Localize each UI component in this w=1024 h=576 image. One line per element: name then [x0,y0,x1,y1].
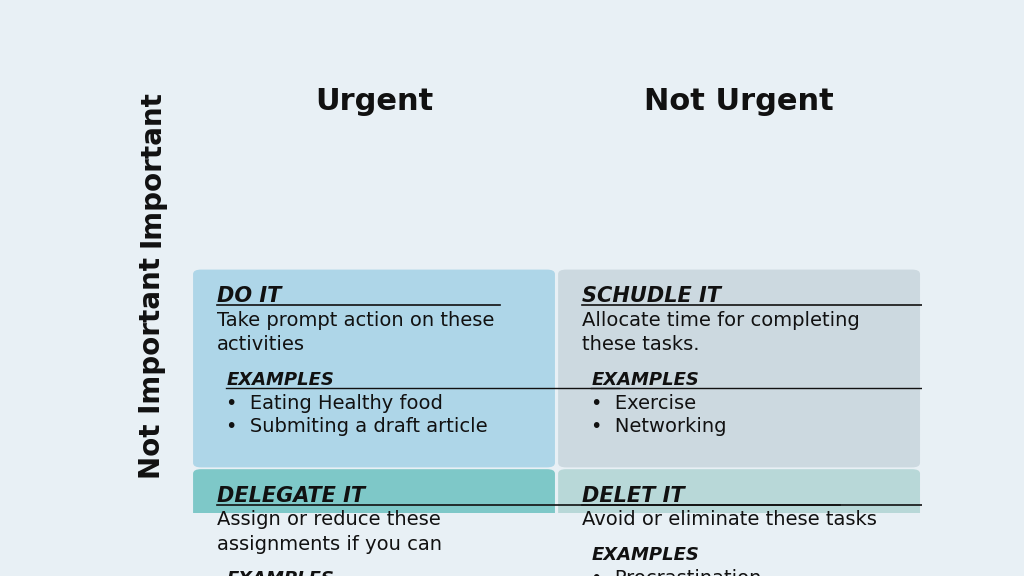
Text: Avoid or eliminate these tasks: Avoid or eliminate these tasks [582,510,877,529]
Text: EXAMPLES: EXAMPLES [226,371,334,389]
Text: Allocate time for completing
these tasks.: Allocate time for completing these tasks… [582,311,860,354]
Text: Take prompt action on these
activities: Take prompt action on these activities [217,311,495,354]
Text: Not Important: Not Important [138,257,166,479]
Text: •  Networking: • Networking [592,417,727,436]
Text: EXAMPLES: EXAMPLES [592,371,699,389]
Text: Important: Important [138,90,166,247]
FancyBboxPatch shape [558,270,920,467]
Text: Assign or reduce these
assignments if you can: Assign or reduce these assignments if yo… [217,510,442,554]
FancyBboxPatch shape [558,469,920,576]
FancyBboxPatch shape [194,469,555,576]
FancyBboxPatch shape [194,270,555,467]
Text: SCHUDLE IT: SCHUDLE IT [582,286,721,306]
Text: EXAMPLES: EXAMPLES [592,546,699,564]
Text: Not Urgent: Not Urgent [644,87,834,116]
Text: Urgent: Urgent [315,87,433,116]
Text: DO IT: DO IT [217,286,282,306]
Text: •  Submiting a draft article: • Submiting a draft article [226,417,488,436]
Text: DELET IT: DELET IT [582,486,685,506]
Text: •  Exercise: • Exercise [592,394,696,413]
Text: DELEGATE IT: DELEGATE IT [217,486,365,506]
Text: •  Procrastination: • Procrastination [592,569,762,576]
Text: EXAMPLES: EXAMPLES [226,570,334,576]
Text: •  Eating Healthy food: • Eating Healthy food [226,394,443,413]
